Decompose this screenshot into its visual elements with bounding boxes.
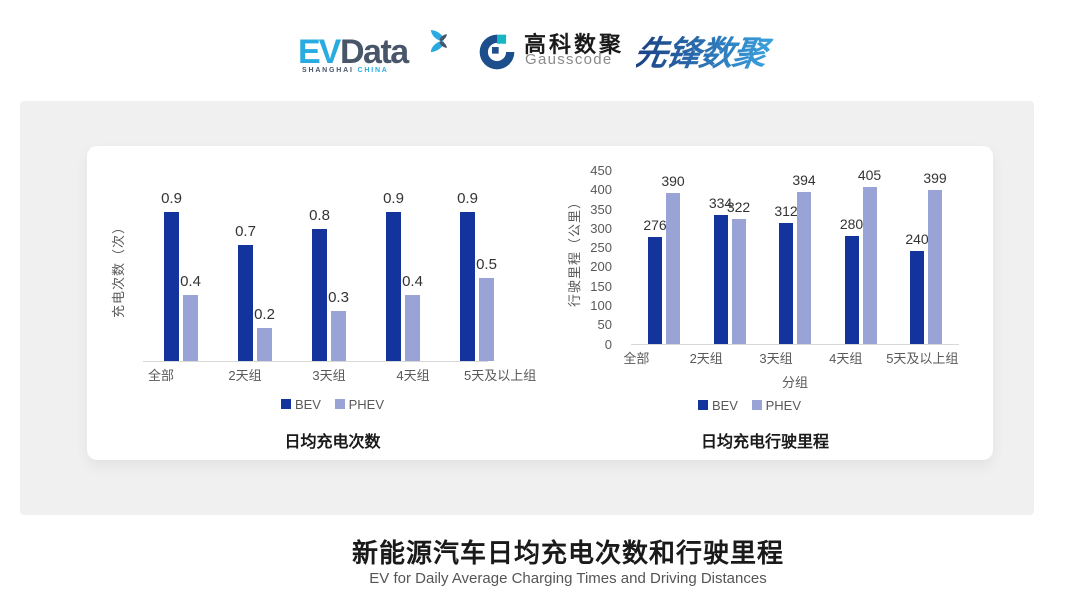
svg-text:EV: EV [300, 33, 342, 71]
svg-text:Data: Data [340, 33, 410, 71]
svg-text:先锋数聚: 先锋数聚 [636, 35, 775, 73]
